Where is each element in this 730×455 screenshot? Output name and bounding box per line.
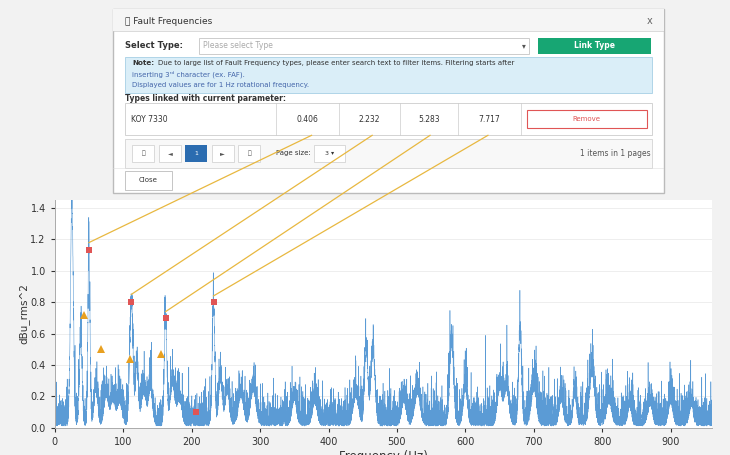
Text: KOY 7330: KOY 7330 [131,115,167,124]
Text: inserting 3ʳᵈ character (ex. FAF).: inserting 3ʳᵈ character (ex. FAF). [132,71,245,78]
Text: Link Type: Link Type [574,41,615,51]
Text: Page size:: Page size: [276,150,310,157]
Bar [238,145,261,162]
Text: Close: Close [139,177,158,183]
Text: Please select Type: Please select Type [203,41,273,51]
Text: 1: 1 [194,151,199,156]
Text: 2.232: 2.232 [358,115,380,124]
Bar [526,111,647,128]
Bar [113,9,664,31]
Bar [132,145,155,162]
Text: ⏭: ⏭ [247,151,251,156]
Y-axis label: dBu_rms^2: dBu_rms^2 [18,283,29,344]
Text: Due to large list of Fault Frequency types, please enter search text to filter i: Due to large list of Fault Frequency typ… [158,61,515,66]
Bar [159,145,181,162]
Bar [199,38,529,54]
Bar [126,57,652,93]
Text: 3 ▾: 3 ▾ [325,151,334,156]
Bar [212,145,234,162]
Text: ⬜ Fault Frequencies: ⬜ Fault Frequencies [126,16,212,25]
Text: Types linked with current parameter:: Types linked with current parameter: [126,94,286,103]
Text: ◄: ◄ [168,151,172,156]
Bar [185,145,207,162]
Text: 1 items in 1 pages: 1 items in 1 pages [580,149,650,158]
FancyBboxPatch shape [113,9,664,193]
Bar [537,38,650,54]
Text: Note:: Note: [132,61,155,66]
Text: Select Type:: Select Type: [126,40,183,50]
Bar [126,171,172,190]
Text: 7.717: 7.717 [478,115,500,124]
Bar [126,139,652,167]
X-axis label: Frequency (Hz): Frequency (Hz) [339,450,428,455]
Text: ⏮: ⏮ [142,151,145,156]
Text: 5.283: 5.283 [418,115,439,124]
Text: Displayed values are for 1 Hz rotational frequency.: Displayed values are for 1 Hz rotational… [132,81,310,88]
Text: ▾: ▾ [523,41,526,51]
Text: Remove: Remove [572,116,601,122]
Bar [126,103,652,135]
Bar [315,145,345,162]
Text: x: x [647,16,652,26]
Text: ►: ► [220,151,225,156]
Text: 0.406: 0.406 [296,115,318,124]
